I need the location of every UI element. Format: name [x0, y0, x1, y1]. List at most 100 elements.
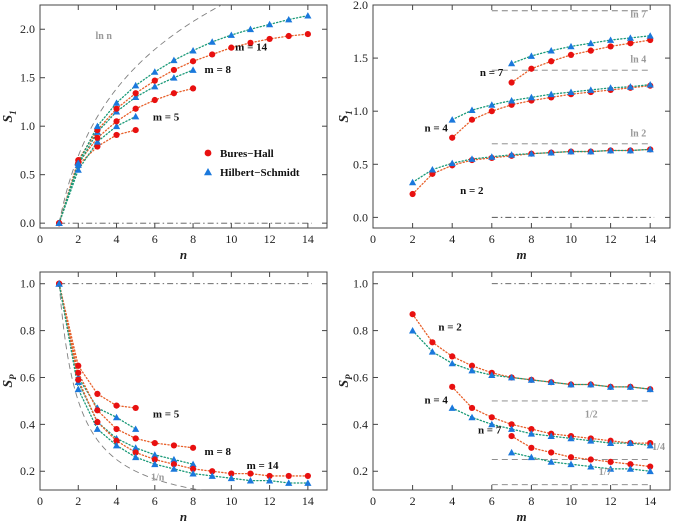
data-point-hilbert-schmidt	[587, 39, 595, 47]
data-point-hilbert-schmidt	[74, 166, 82, 173]
data-point-bures-hall	[587, 456, 594, 463]
data-point-hilbert-schmidt	[189, 46, 197, 54]
data-point-hilbert-schmidt	[567, 147, 575, 155]
data-point-hilbert-schmidt	[547, 378, 555, 386]
y-tick-label: 0.0	[353, 210, 368, 224]
series-line-hilbert-schmidt	[58, 283, 309, 484]
data-point-hilbert-schmidt	[266, 20, 274, 28]
data-point-bures-hall	[94, 418, 101, 426]
y-axis-symbol: S	[337, 115, 352, 123]
data-point-bures-hall	[113, 402, 120, 409]
data-point-hilbert-schmidt	[428, 165, 436, 173]
data-point-hilbert-schmidt	[132, 93, 140, 100]
y-axis-subscript: 1	[8, 110, 18, 115]
data-point-hilbert-schmidt	[74, 385, 82, 393]
x-axis-label: m	[516, 509, 526, 524]
x-tick-label: 14	[644, 494, 656, 508]
series-line-hilbert-schmidt	[58, 283, 194, 465]
x-tick-label: 4	[114, 232, 120, 246]
data-point-hilbert-schmidt	[93, 138, 101, 145]
data-point-bures-hall	[247, 39, 254, 46]
data-point-hilbert-schmidt	[448, 116, 456, 123]
data-point-bures-hall	[94, 134, 101, 141]
y-tick-label: 1.5	[353, 51, 368, 65]
data-point-hilbert-schmidt	[567, 460, 575, 468]
data-point-bures-hall	[113, 131, 120, 139]
x-tick-label: 4	[449, 494, 455, 508]
data-point-hilbert-schmidt	[527, 93, 535, 101]
series-line-bures-hall	[58, 87, 194, 224]
data-point-hilbert-schmidt	[448, 159, 456, 167]
y-tick-label: 0.8	[353, 324, 368, 338]
annotation-label: ln 7	[630, 10, 646, 21]
data-point-hilbert-schmidt	[567, 42, 575, 50]
data-point-bures-hall	[468, 404, 476, 412]
x-tick-label: 4	[449, 232, 455, 246]
data-point-hilbert-schmidt	[189, 469, 197, 477]
x-tick-label: 12	[605, 232, 617, 246]
data-point-hilbert-schmidt	[646, 32, 654, 39]
data-point-bures-hall	[508, 432, 515, 440]
data-point-hilbert-schmidt	[132, 112, 140, 120]
data-point-hilbert-schmidt	[626, 83, 634, 90]
data-point-hilbert-schmidt	[508, 59, 516, 67]
plot-frame	[39, 271, 328, 491]
x-tick-label: 8	[528, 232, 534, 246]
data-point-hilbert-schmidt	[55, 280, 63, 287]
annotation-label: 1/4	[652, 442, 665, 453]
series-line-bures-hall	[58, 283, 309, 477]
y-tick-label: 0.5	[353, 157, 368, 171]
data-point-hilbert-schmidt	[646, 441, 654, 449]
data-point-bures-hall	[449, 353, 456, 360]
data-point-hilbert-schmidt	[607, 146, 615, 154]
data-point-bures-hall	[132, 435, 139, 442]
data-point-hilbert-schmidt	[132, 425, 140, 432]
data-point-bures-hall	[304, 472, 311, 480]
x-tick-label: 12	[264, 494, 276, 508]
y-tick-label: 2.0	[353, 0, 368, 12]
data-point-bures-hall	[228, 44, 235, 51]
data-point-hilbert-schmidt	[607, 439, 615, 446]
data-point-hilbert-schmidt	[208, 38, 216, 45]
data-point-hilbert-schmidt	[567, 434, 575, 442]
data-point-hilbert-schmidt	[547, 47, 555, 54]
plot-frame	[39, 4, 328, 229]
y-axis-label: SP	[1, 374, 18, 388]
data-point-hilbert-schmidt	[527, 376, 535, 383]
legend-label: Hilbert−Schmidt	[220, 167, 300, 179]
x-tick-label: 0	[370, 494, 376, 508]
x-tick-label: 12	[264, 232, 276, 246]
data-point-hilbert-schmidt	[567, 88, 575, 95]
data-point-hilbert-schmidt	[93, 122, 101, 130]
y-tick-label: 1.5	[20, 71, 35, 85]
x-tick-label: 14	[302, 494, 314, 508]
annotation-label: 1/7	[599, 467, 612, 478]
data-point-hilbert-schmidt	[587, 437, 595, 444]
data-point-hilbert-schmidt	[112, 413, 121, 421]
y-tick-label: 0.4	[353, 417, 368, 431]
data-point-hilbert-schmidt	[626, 439, 634, 446]
data-point-bures-hall	[627, 461, 634, 468]
series-line-bures-hall	[510, 39, 651, 84]
x-tick-label: 10	[225, 232, 237, 246]
data-point-bures-hall	[94, 407, 101, 414]
x-axis-label: m	[516, 247, 526, 262]
data-point-hilbert-schmidt	[132, 444, 140, 451]
x-tick-label: 6	[489, 232, 495, 246]
annotation-label: 1/n	[151, 473, 165, 484]
data-point-hilbert-schmidt	[488, 420, 496, 428]
data-point-bures-hall	[647, 463, 654, 470]
data-point-bures-hall	[627, 40, 634, 47]
data-point-bures-hall	[488, 414, 495, 421]
data-point-hilbert-schmidt	[607, 465, 615, 472]
y-tick-label: 0.2	[20, 464, 35, 478]
x-tick-label: 10	[225, 494, 237, 508]
data-point-hilbert-schmidt	[189, 66, 197, 73]
data-point-hilbert-schmidt	[112, 122, 121, 130]
data-point-bures-hall	[409, 190, 416, 198]
data-point-bures-hall	[607, 43, 614, 50]
data-point-hilbert-schmidt	[170, 465, 178, 472]
